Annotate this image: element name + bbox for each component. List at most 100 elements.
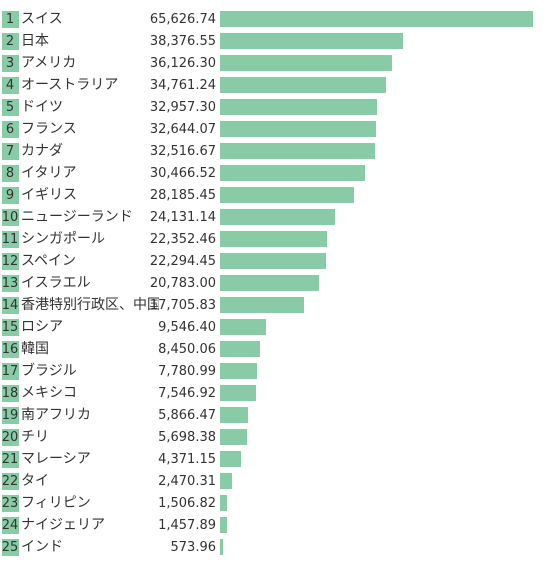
rank-box (2, 187, 19, 204)
rank-box (2, 253, 19, 270)
bar (220, 253, 327, 269)
category-label: アメリカ (21, 55, 77, 71)
category-label: 韓国 (21, 341, 49, 357)
value-label: 1,457.89 (158, 518, 216, 533)
rank-box (2, 165, 19, 182)
value-label: 1,506.82 (158, 496, 216, 511)
bar (220, 473, 232, 489)
rank-box (2, 143, 19, 160)
value-label: 34,761.24 (149, 78, 216, 93)
category-label: メキシコ (21, 385, 77, 401)
bar (220, 341, 261, 357)
category-label: スイス (21, 11, 63, 27)
value-label: 32,957.30 (149, 100, 216, 115)
category-label: タイ (21, 473, 49, 489)
rank-box (2, 385, 19, 402)
value-label: 2,470.31 (158, 474, 216, 489)
rank-label: 11 (1, 232, 19, 247)
value-label: 9,546.40 (158, 320, 216, 335)
bar (220, 33, 404, 49)
bar (220, 55, 393, 71)
rank-label: 13 (1, 276, 19, 291)
value-label: 65,626.74 (149, 12, 216, 27)
category-label: フランス (21, 121, 77, 137)
rank-box (2, 407, 19, 424)
bar (220, 429, 248, 445)
rank-box (2, 33, 19, 50)
rank-box (2, 77, 19, 94)
bar (220, 275, 320, 291)
bar (220, 539, 223, 555)
category-label: ロシア (21, 319, 63, 335)
value-label: 36,126.30 (149, 56, 216, 71)
rank-box (2, 429, 19, 446)
category-label: シンガポール (21, 231, 105, 247)
bar (220, 363, 258, 379)
rank-box (2, 55, 19, 72)
rank-box (2, 473, 19, 490)
rank-label: 16 (1, 342, 19, 357)
rank-label: 7 (5, 144, 15, 159)
bar (220, 143, 376, 159)
value-label: 8,450.06 (158, 342, 216, 357)
rank-label: 1 (5, 12, 15, 27)
rank-label: 12 (1, 254, 19, 269)
value-label: 17,705.83 (149, 298, 216, 313)
rank-box (2, 297, 19, 314)
rank-label: 21 (1, 452, 19, 467)
category-label: ニュージーランド (21, 209, 133, 225)
value-label: 32,516.67 (149, 144, 216, 159)
bar (220, 77, 386, 93)
category-label: インド (21, 539, 63, 555)
bar (220, 165, 366, 181)
bar (220, 121, 376, 137)
bar (220, 209, 336, 225)
category-label: マレーシア (21, 451, 91, 467)
category-label: イタリア (21, 165, 77, 181)
value-label: 573.96 (170, 540, 217, 555)
value-label: 20,783.00 (149, 276, 216, 291)
bar (220, 319, 266, 335)
rank-label: 15 (1, 320, 19, 335)
category-label: 日本 (21, 33, 49, 49)
category-label: ナイジェリア (21, 517, 105, 533)
rank-label: 3 (5, 56, 15, 71)
category-label: オーストラリア (21, 77, 119, 93)
category-label: ドイツ (21, 99, 63, 115)
category-label: イスラエル (21, 275, 91, 291)
category-label: 香港特別行政区、中国 (21, 297, 159, 313)
rank-label: 18 (1, 386, 19, 401)
rank-label: 17 (1, 364, 19, 379)
value-label: 38,376.55 (149, 34, 216, 49)
rank-box (2, 539, 19, 556)
rank-label: 6 (5, 122, 15, 137)
category-label: チリ (21, 429, 49, 445)
value-label: 32,644.07 (149, 122, 216, 137)
value-label: 7,780.99 (158, 364, 216, 379)
rank-box (2, 319, 19, 336)
rank-box (2, 275, 19, 292)
bar (220, 407, 248, 423)
value-label: 5,866.47 (158, 408, 216, 423)
category-label: フィリピン (21, 495, 91, 511)
rank-box (2, 495, 19, 512)
rank-label: 19 (1, 408, 19, 423)
value-label: 24,131.14 (149, 210, 216, 225)
rank-label: 10 (1, 210, 19, 225)
rank-label: 4 (5, 78, 15, 93)
rank-box (2, 11, 19, 28)
rank-box (2, 209, 19, 226)
bar (220, 495, 228, 511)
bar (220, 385, 256, 401)
rank-box (2, 517, 19, 534)
rank-label: 8 (5, 166, 15, 181)
category-label: スペイン (21, 253, 77, 269)
rank-label: 20 (1, 430, 19, 445)
rank-box (2, 231, 19, 248)
rank-box (2, 341, 19, 358)
bar (220, 99, 378, 115)
value-label: 5,698.38 (158, 430, 216, 445)
rank-box (2, 121, 19, 138)
rank-box (2, 451, 19, 468)
